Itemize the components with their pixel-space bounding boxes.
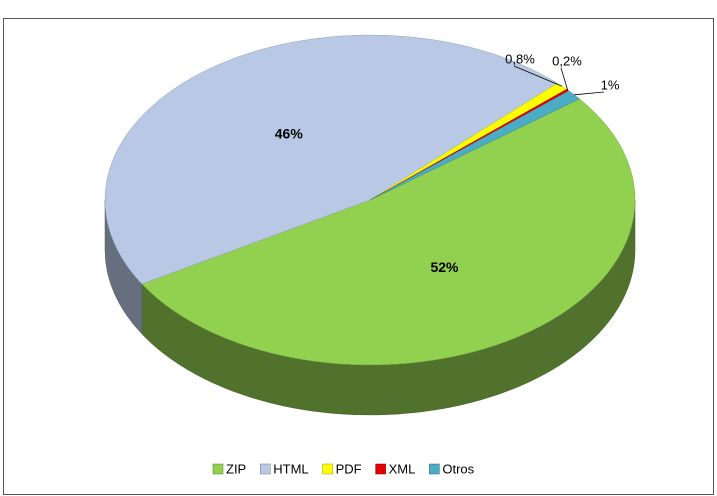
data-label: 0,2% [552,53,582,68]
slice [104,34,558,285]
leader-line [574,91,605,96]
legend: ZIP HTML PDF XML Otros [212,461,475,476]
data-label: 0,8% [505,51,535,66]
legend-label: HTML [273,461,308,476]
legend-swatch [429,463,440,475]
leader-line [513,65,563,87]
slice [141,98,636,366]
data-label: 1% [601,77,620,92]
legend-swatch [322,463,333,475]
legend-label: PDF [336,461,362,476]
legend-label: XML [389,461,416,476]
legend-swatch [212,463,224,475]
legend-swatch [375,463,386,475]
legend-swatch [259,463,271,475]
data-label: 52% [430,259,459,275]
legend-label: Otros [442,461,474,476]
leader-line [560,67,569,91]
data-labels: 52% 46% 0,8% 0,2% 1% [275,51,620,274]
slice [369,90,580,201]
pie-tops [104,34,636,366]
data-label: 46% [275,126,304,142]
legend-label: ZIP [226,461,246,476]
